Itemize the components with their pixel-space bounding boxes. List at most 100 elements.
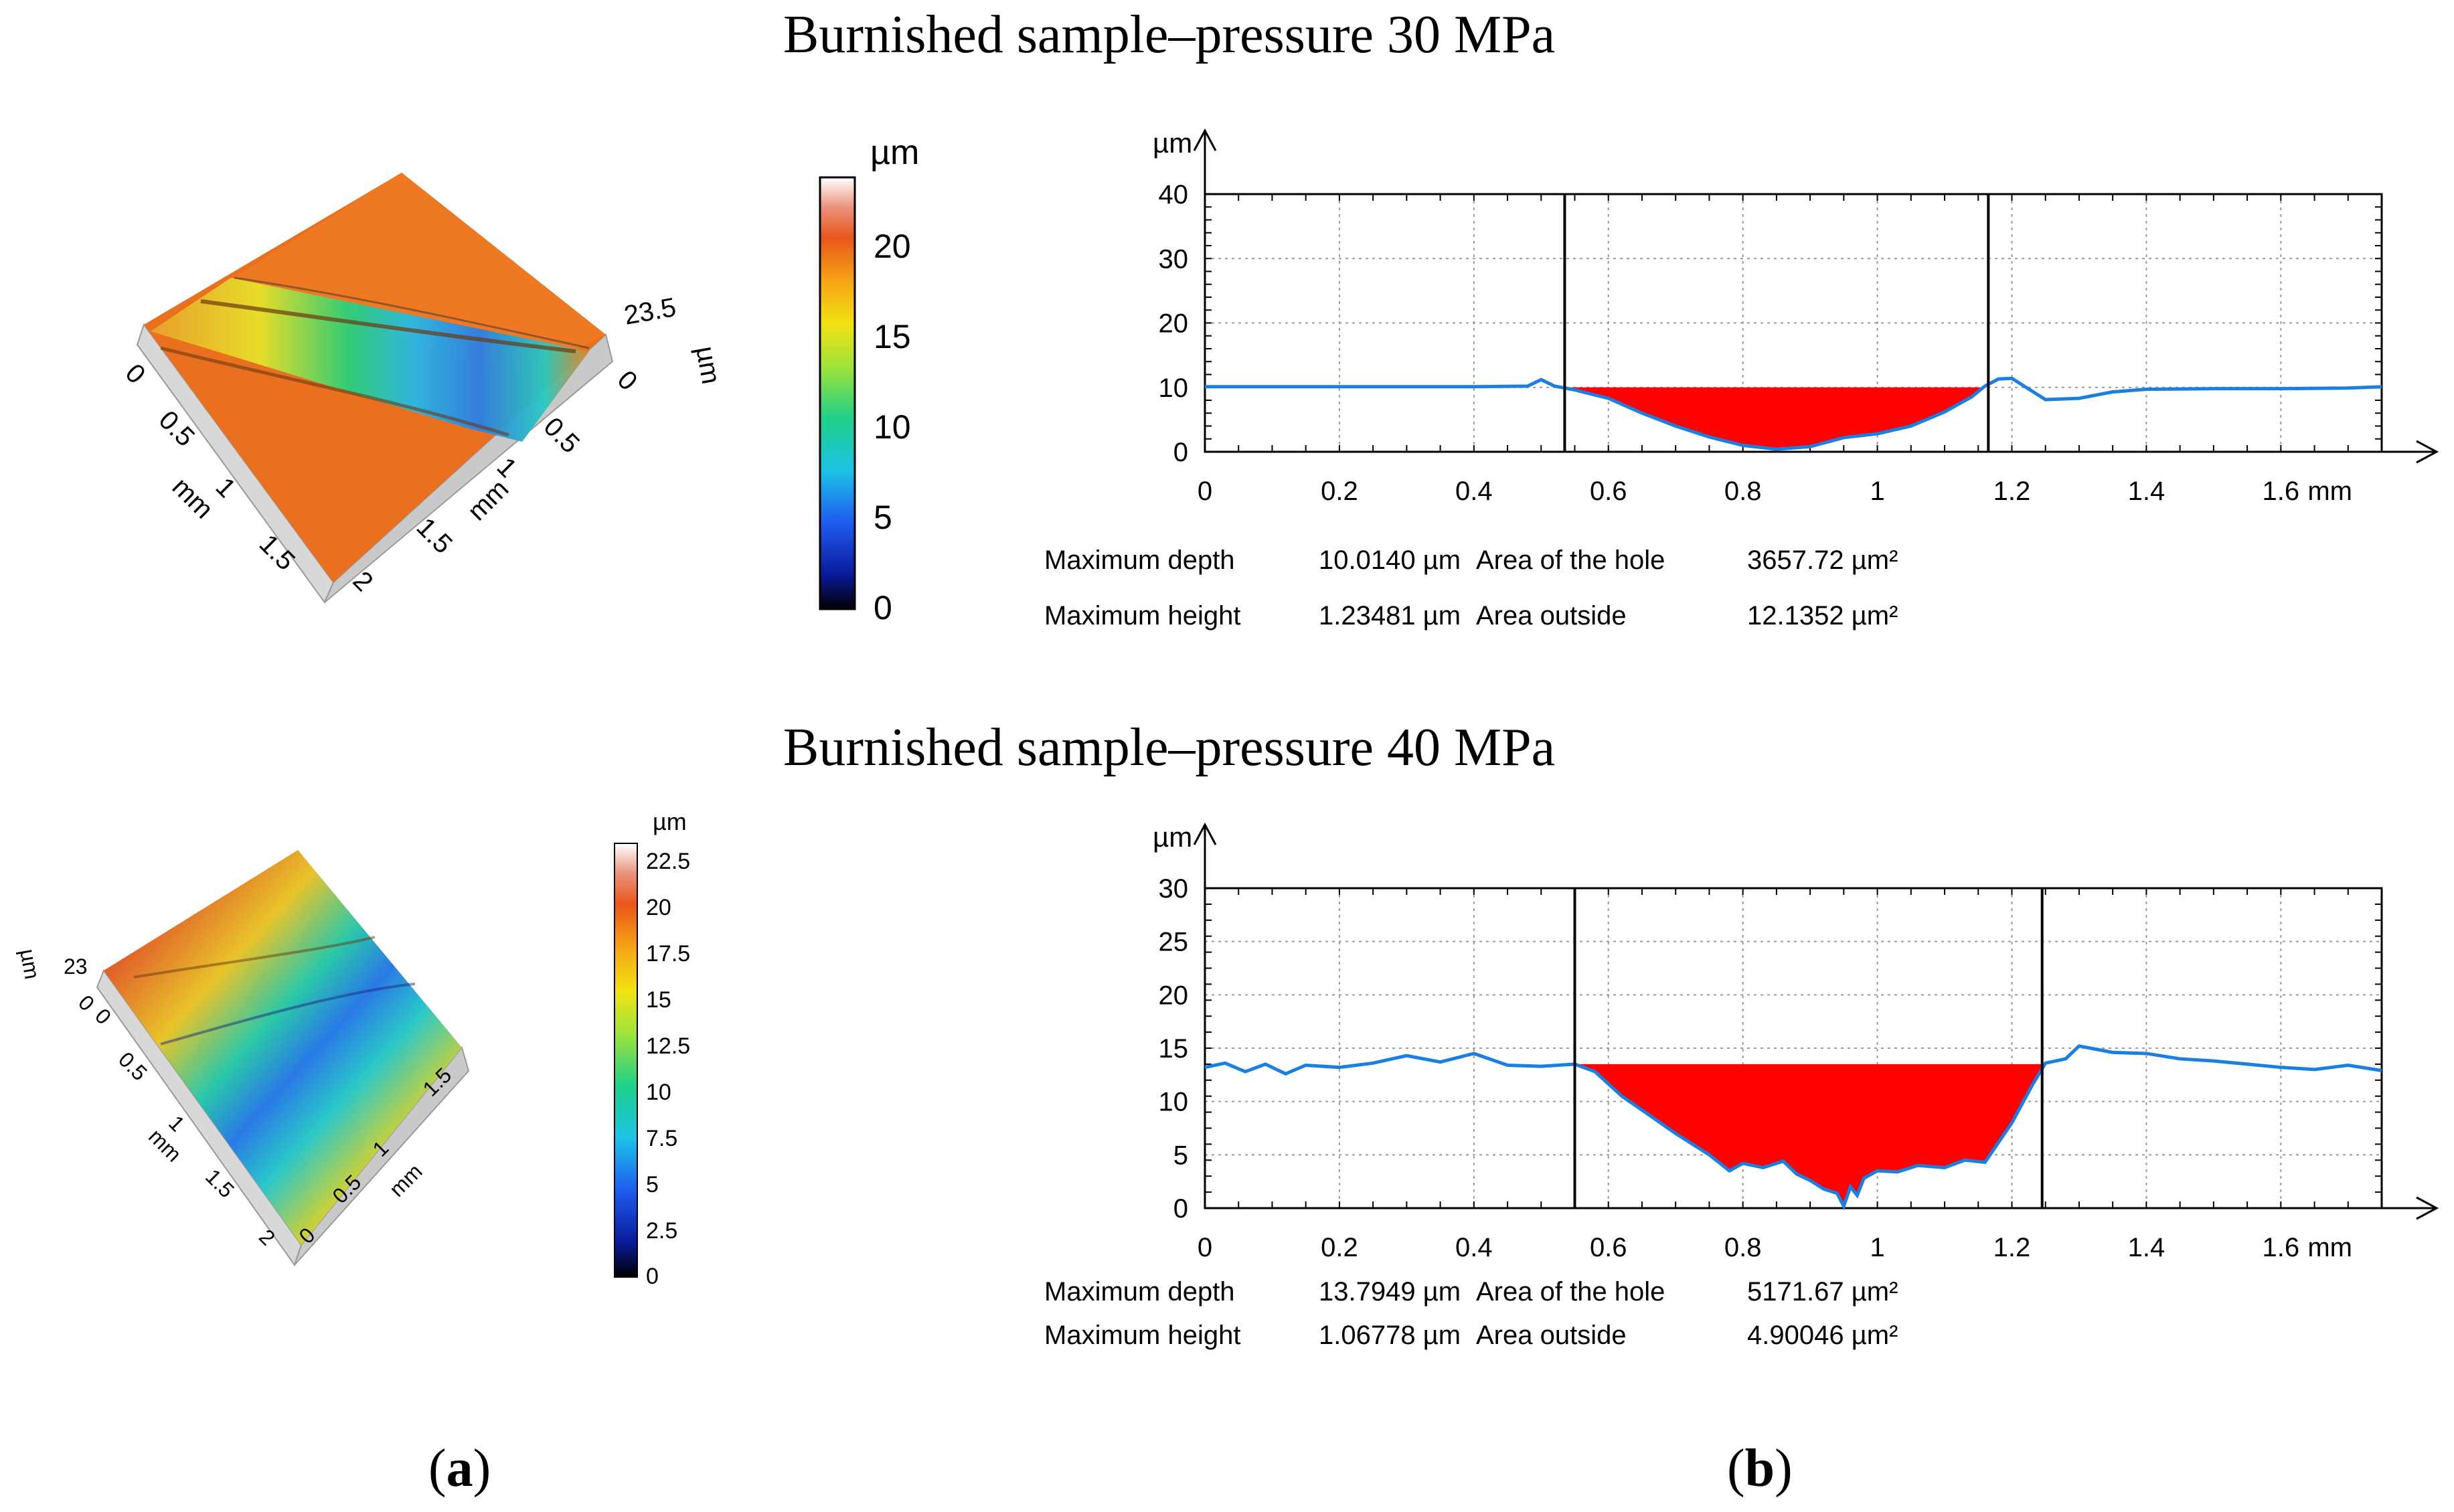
colorbar-2-tick: 17.5 (646, 941, 690, 967)
chart-y-tick-label: 20 (1159, 309, 1189, 339)
chart-x-tick-label: 1.4 (2128, 1233, 2165, 1262)
colorbar-2-tick: 2.5 (646, 1218, 677, 1244)
chart-x-tick-label: 0.8 (1724, 1233, 1762, 1262)
chart-x-tick-label: 0.2 (1321, 477, 1358, 506)
chart-x-tick-label: 0.4 (1455, 477, 1493, 506)
colorbar-2-tick: 5 (646, 1172, 659, 1197)
chart-stat-value: 3657.72 µm² (1747, 545, 1898, 575)
chart-x-tick-label: 1 (1870, 1233, 1884, 1262)
chart-profile-line (1205, 376, 2382, 451)
surface-1-groove-line (200, 299, 576, 353)
colorbar-2-tick: 12.5 (646, 1033, 690, 1059)
chart-x-axis-unit: mm (2307, 1233, 2352, 1262)
profile-chart-2: µm 0 5 10 15 20 25 30 0 0.2 0.4 0.6 0.8 1 1.2 1.4 1.6 mm M… (1044, 821, 2439, 1350)
colorbar-1: µm 0 5 10 15 20 (819, 133, 919, 626)
surface-1-groove-line (160, 346, 509, 437)
colorbar-1-tick: 15 (874, 318, 911, 355)
chart-y-tick-label: 30 (1159, 244, 1189, 274)
surface-1-z-unit: µm (690, 344, 726, 386)
chart-x-tick-label: 0.6 (1590, 477, 1627, 506)
panel-label-a: (a) (428, 1439, 491, 1498)
chart-y-axis-arrow (1193, 822, 1217, 845)
chart-stat-label: Maximum height (1044, 1321, 1240, 1350)
surface-2-z-zero: 0 (74, 990, 99, 1015)
chart-stat-label: Area outside (1476, 1321, 1627, 1350)
colorbar-1-tick: 5 (874, 499, 892, 536)
chart-x-tick-label: 0.2 (1321, 1233, 1358, 1262)
chart-y-axis-unit: µm (1153, 127, 1192, 159)
chart-stat-label: Area of the hole (1476, 545, 1665, 575)
colorbar-2-tick: 0 (646, 1264, 659, 1289)
chart-y-tick-label: 10 (1159, 1088, 1189, 1117)
chart-x-axis-arrow (2416, 1196, 2439, 1220)
chart-y-axis-unit: µm (1153, 821, 1192, 853)
chart-y-tick-label: 0 (1173, 1194, 1188, 1224)
panel-label-a-letter: a (446, 1439, 473, 1498)
surface-1-axis2-unit: mm (462, 474, 514, 526)
surface-2-top (104, 850, 462, 1245)
chart-y-tick-label: 5 (1173, 1141, 1188, 1170)
colorbar-2-unit: µm (653, 808, 687, 835)
chart-x-tick-label: 1 (1870, 477, 1884, 506)
colorbar-2-tick: 20 (646, 895, 671, 920)
chart-stat-value: 4.90046 µm² (1747, 1321, 1898, 1350)
chart-y-tick-label: 30 (1159, 874, 1189, 904)
chart-stat-value: 1.23481 µm (1319, 601, 1461, 631)
chart-y-tick-label: 40 (1159, 180, 1189, 209)
surface-2-axis1-tick: 0 (90, 1003, 116, 1029)
chart-x-tick-label: 0.8 (1724, 477, 1762, 506)
surface-1-z-max-label: 23.5 (622, 292, 678, 331)
colorbar-2-tick: 10 (646, 1080, 671, 1105)
surface-1-axis1-tick: 0 (120, 358, 151, 390)
surface-2-groove-line (133, 936, 376, 979)
chart-y-tick-label: 10 (1159, 373, 1189, 403)
panel-label-b: (b) (1727, 1439, 1793, 1498)
chart-1-title: Burnished sample–pressure 30 MPa (783, 5, 1555, 64)
colorbar-2-tick: 7.5 (646, 1126, 677, 1151)
panel-label-b-letter: b (1745, 1439, 1775, 1498)
chart-stat-label: Area of the hole (1476, 1277, 1665, 1307)
chart-2-title: Burnished sample–pressure 40 MPa (783, 718, 1555, 777)
surface-2-z-unit: µm (15, 947, 44, 981)
surface-2-z-max-label: 23 (64, 954, 88, 979)
surface-1-z-zero: 0 (612, 365, 643, 396)
chart-x-tick-label: 1.2 (1993, 1233, 2031, 1262)
colorbar-2: µm 0 2.5 5 7.5 10 12.5 15 17.5 20 22.5 (614, 808, 690, 1289)
surface-1-groove-line (234, 276, 590, 349)
chart-hole-area (1564, 387, 1989, 450)
chart-x-tick-label: 0.4 (1455, 1233, 1493, 1262)
chart-stat-value: 12.1352 µm² (1747, 601, 1898, 631)
chart-x-tick-label: 0 (1198, 1233, 1212, 1262)
colorbar-1-tick: 20 (874, 228, 911, 265)
colorbar-2-scale (614, 843, 638, 1278)
surface-3d-plot-1: 23.5 µm 0 0 0.5 1 1.5 2 mm 0.5 1 1.5 mm (120, 173, 726, 604)
chart-stat-value: 13.7949 µm (1319, 1277, 1461, 1307)
chart-stat-label: Maximum height (1044, 601, 1240, 631)
chart-x-tick-label: 1.6 (2263, 477, 2300, 506)
colorbar-2-tick: 15 (646, 987, 671, 1013)
colorbar-1-tick: 0 (874, 589, 892, 626)
chart-hole-area (1574, 1064, 2042, 1206)
chart-stat-value: 10.0140 µm (1319, 545, 1461, 575)
chart-stat-label: Maximum depth (1044, 545, 1235, 575)
chart-x-tick-label: 0.6 (1590, 1233, 1627, 1262)
surface-3d-plot-2: 23 µm 0 0 0.5 1 1.5 2 mm 1.5 1 0.5 0 mm (15, 850, 470, 1267)
chart-y-axis-arrow (1193, 128, 1217, 151)
colorbar-1-unit: µm (870, 133, 919, 172)
surface-1-axis1-unit: mm (167, 472, 219, 524)
chart-stat-label: Maximum depth (1044, 1277, 1235, 1307)
colorbar-2-tick: 22.5 (646, 849, 690, 874)
chart-stat-value: 1.06778 µm (1319, 1321, 1461, 1350)
surface-1-light-region (228, 173, 606, 375)
chart-y-tick-label: 25 (1159, 928, 1189, 957)
chart-stat-value: 5171.67 µm² (1747, 1277, 1898, 1307)
chart-x-tick-label: 1.6 (2263, 1233, 2300, 1262)
chart-x-tick-label: 0 (1198, 477, 1212, 506)
profile-chart-1: µm 0 10 20 30 40 0 0.2 0.4 0.6 0.8 1 1.2 1.4 1.6 mm Maxi… (1044, 127, 2439, 631)
chart-y-tick-label: 20 (1159, 981, 1189, 1010)
surface-2-axis1-unit: mm (144, 1124, 186, 1166)
chart-x-tick-label: 1.2 (1993, 477, 2031, 506)
colorbar-1-tick: 10 (874, 408, 911, 446)
chart-x-axis-unit: mm (2307, 477, 2352, 506)
